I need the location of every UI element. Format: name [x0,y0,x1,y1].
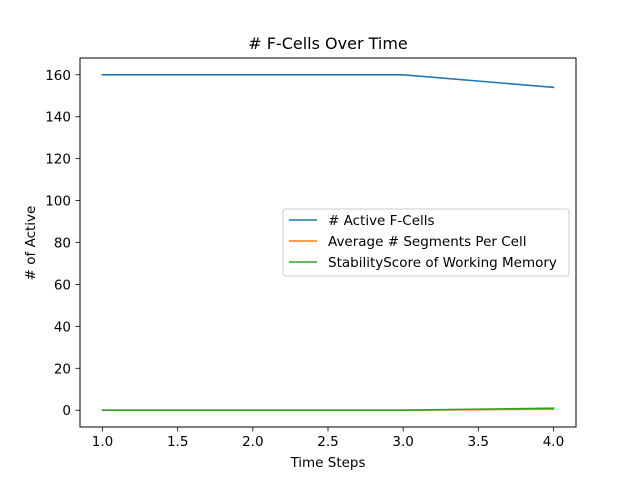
legend-entry: StabilityScore of Working Memory [289,255,557,271]
series-line [101,407,555,412]
legend-label: StabilityScore of Working Memory [328,255,557,271]
legend-box [282,208,570,277]
series-line [101,73,555,89]
x-tick-label: 3.5 [468,434,489,450]
plot-frame [79,57,577,428]
legend-label: # Active F-Cells [328,213,435,229]
y-tick-label: 100 [45,194,71,210]
x-tick-label: 3.0 [392,434,413,450]
y-tick-label: 0 [62,403,71,419]
y-tick-label: 120 [45,152,71,168]
legend-entry: Average # Segments Per Cell [289,234,526,250]
y-axis: 0 20 40 60 80 100 120 140 160 [45,68,80,419]
y-tick-label: 160 [45,68,71,84]
x-tick-label: 2.5 [317,434,338,450]
y-tick-label: 80 [54,236,71,252]
x-axis-label: Time Steps [289,455,365,471]
y-tick-label: 60 [54,277,71,293]
x-axis: 1.0 1.5 2.0 2.5 3.0 3.5 4.0 [92,427,564,450]
y-tick-label: 20 [54,361,71,377]
chart-title: # F-Cells Over Time [248,34,408,53]
legend-label: Average # Segments Per Cell [328,234,526,250]
x-tick-label: 1.0 [92,434,113,450]
y-tick-label: 40 [54,319,71,335]
x-tick-label: 2.0 [242,434,263,450]
y-axis-label: # of Active [23,206,39,281]
plot-area [101,73,555,412]
y-tick-label: 140 [45,110,71,126]
legend-entry: # Active F-Cells [289,213,435,229]
legend: # Active F-Cells Average # Segments Per C… [282,208,570,277]
x-tick-label: 1.5 [167,434,188,450]
x-tick-label: 4.0 [543,434,564,450]
